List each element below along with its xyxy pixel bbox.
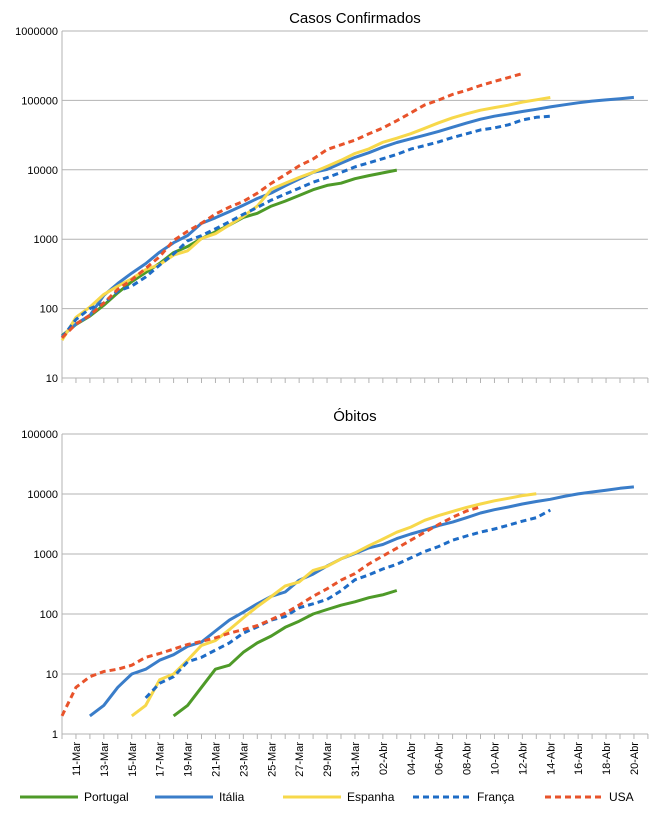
series-line-0-3 <box>60 114 551 339</box>
series-line-1-3 <box>144 508 552 699</box>
legend-label-2: Espanha <box>347 790 395 804</box>
x-tick-label-2: 15-Mar <box>127 742 139 777</box>
x-tick-label-1: 13-Mar <box>99 742 111 777</box>
series-line-1-2 <box>130 492 537 718</box>
x-tick-label-4: 19-Mar <box>183 742 195 777</box>
series-line-1-1 <box>88 485 635 718</box>
legend-label-3: França <box>477 790 515 804</box>
x-tick-label-16: 12-Abr <box>517 742 529 775</box>
series-line-1-0 <box>172 589 398 718</box>
x-tick-label-13: 06-Abr <box>434 742 446 775</box>
series-line-0-4 <box>60 72 523 339</box>
x-tick-label-18: 16-Abr <box>573 742 585 775</box>
y-tick-label-1-2: 100 <box>40 609 58 621</box>
series-line-0-1 <box>61 95 635 338</box>
x-tick-label-7: 25-Mar <box>266 742 278 777</box>
y-tick-label-1-3: 1000 <box>34 549 58 561</box>
x-tick-label-19: 18-Abr <box>601 742 613 775</box>
y-tick-label-0-0: 10 <box>46 373 58 385</box>
y-tick-label-0-4: 100000 <box>21 95 58 107</box>
y-tick-label-0-3: 10000 <box>27 165 58 177</box>
y-tick-label-1-0: 1 <box>52 729 58 741</box>
x-tick-label-20: 20-Abr <box>629 742 641 775</box>
x-tick-label-6: 23-Mar <box>238 742 250 777</box>
legend-label-1: Itália <box>219 790 245 804</box>
series-line-1-4 <box>60 505 481 717</box>
x-tick-label-10: 31-Mar <box>350 742 362 777</box>
x-tick-label-0: 11-Mar <box>71 742 83 776</box>
x-tick-label-14: 08-Abr <box>462 742 474 775</box>
series-line-0-0 <box>61 168 398 337</box>
x-tick-label-9: 29-Mar <box>322 742 334 777</box>
legend-label-4: USA <box>609 790 634 804</box>
chart-title-1: Óbitos <box>333 408 376 425</box>
series-line-0-2 <box>60 96 551 341</box>
y-tick-label-1-5: 100000 <box>21 429 58 441</box>
x-tick-label-17: 14-Abr <box>545 742 557 775</box>
y-tick-label-1-1: 10 <box>46 669 58 681</box>
legend-label-0: Portugal <box>84 790 129 804</box>
x-tick-label-11: 02-Abr <box>378 742 390 775</box>
y-tick-label-0-2: 1000 <box>34 234 58 246</box>
x-tick-label-12: 04-Abr <box>406 742 418 775</box>
x-tick-label-8: 27-Mar <box>294 742 306 777</box>
y-tick-label-1-4: 10000 <box>27 489 58 501</box>
y-tick-label-0-1: 100 <box>40 304 58 316</box>
x-tick-label-15: 10-Abr <box>489 742 501 775</box>
y-tick-label-0-5: 1000000 <box>15 26 58 38</box>
x-tick-label-5: 21-Mar <box>210 742 222 777</box>
chart-title-0: Casos Confirmados <box>289 10 421 27</box>
x-tick-label-3: 17-Mar <box>155 742 167 777</box>
